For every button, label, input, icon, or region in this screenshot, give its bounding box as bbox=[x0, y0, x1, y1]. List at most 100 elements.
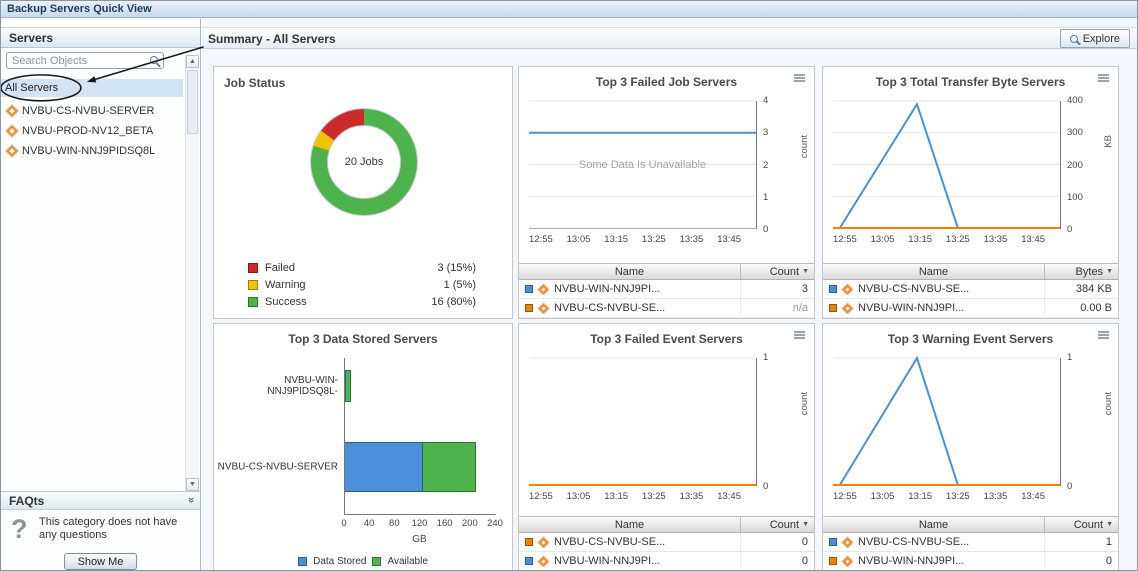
tree-item-server[interactable]: NVBU-WIN-NNJ9PIDSQ8L bbox=[1, 141, 183, 160]
scroll-up-icon[interactable]: ▲ bbox=[186, 55, 199, 68]
server-name: NVBU-WIN-NNJ9PI... bbox=[554, 283, 661, 295]
server-name: NVBU-WIN-NNJ9PI... bbox=[858, 555, 965, 567]
available-segment bbox=[422, 442, 477, 492]
scroll-down-icon[interactable]: ▼ bbox=[186, 478, 199, 491]
search-input[interactable] bbox=[6, 52, 164, 69]
column-header-name[interactable]: Name bbox=[918, 518, 949, 531]
column-header-name[interactable]: Name bbox=[614, 518, 645, 531]
metric-value: 3 bbox=[740, 280, 814, 298]
data-stored-bar-chart: NVBU-WIN-NNJ9PIDSQ8L- NVBU-CS-NVBU-SERVE… bbox=[214, 352, 512, 570]
chart-options-icon[interactable] bbox=[1098, 74, 1110, 83]
chart-options-icon[interactable] bbox=[794, 331, 806, 340]
y-axis-unit: count bbox=[799, 392, 810, 416]
server-icon bbox=[538, 303, 549, 313]
faqts-header[interactable]: FAQts » bbox=[1, 491, 200, 510]
server-name: NVBU-CS-NVBU-SE... bbox=[858, 283, 970, 295]
y-axis-labels: 400 300 200 100 0 bbox=[1067, 95, 1083, 235]
bar-category-label: NVBU-WIN-NNJ9PIDSQ8L- bbox=[267, 375, 338, 397]
server-name: NVBU-WIN-NNJ9PI... bbox=[554, 555, 661, 567]
tree-item-all-servers[interactable]: All Servers bbox=[1, 79, 183, 97]
server-icon bbox=[842, 303, 853, 313]
series-color-swatch bbox=[525, 538, 533, 546]
column-header-count[interactable]: Count ▼ bbox=[740, 517, 814, 532]
metric-value: 0 bbox=[740, 533, 814, 551]
legend-swatch-data-stored bbox=[298, 557, 308, 566]
metric-value: 384 KB bbox=[1044, 280, 1118, 298]
panel-transfer-byte-servers: Top 3 Total Transfer Byte Servers 400 300… bbox=[822, 66, 1119, 319]
donut-center-label: 20 Jobs bbox=[344, 156, 384, 168]
chart-options-icon[interactable] bbox=[794, 74, 806, 83]
table-row[interactable]: NVBU-CS-NVBU-SE... 384 KB bbox=[823, 280, 1118, 299]
metric-value: 1 bbox=[1044, 533, 1118, 551]
legend-label: Warning bbox=[265, 278, 306, 291]
legend-swatch-warning bbox=[248, 279, 258, 290]
plot-area bbox=[833, 358, 1061, 486]
panel-data-stored-servers: Top 3 Data Stored Servers NVBU-WIN-NNJ9P… bbox=[213, 323, 513, 570]
sort-desc-icon: ▼ bbox=[802, 268, 809, 275]
metric-value: 0 bbox=[1044, 552, 1118, 570]
series-color-swatch bbox=[525, 285, 533, 293]
legend-row: Failed 3 (15%) bbox=[248, 259, 476, 276]
legend-value: 3 (15%) bbox=[437, 261, 476, 274]
plot-area bbox=[529, 358, 757, 486]
table-header: Name Bytes ▼ bbox=[823, 263, 1118, 280]
server-icon bbox=[842, 556, 853, 566]
scrollbar-thumb[interactable] bbox=[187, 70, 198, 134]
server-name: NVBU-CS-NVBU-SE... bbox=[554, 302, 666, 314]
legend-label: Success bbox=[265, 295, 307, 308]
main-area: Summary - All Servers Explore Job Status… bbox=[202, 19, 1137, 570]
tree-item-server[interactable]: NVBU-CS-NVBU-SERVER bbox=[1, 101, 183, 120]
legend-label: Available bbox=[387, 556, 428, 567]
server-icon bbox=[842, 284, 853, 294]
bar-row: NVBU-CS-NVBU-SERVER bbox=[214, 442, 512, 492]
x-axis-labels: 12:55 13:05 13:15 13:25 13:35 13:45 bbox=[529, 491, 741, 502]
top3-table: Name Count ▼ NVBU-CS-NVBU-SE... 0 bbox=[519, 516, 814, 570]
x-axis-line bbox=[344, 514, 496, 515]
plot-area bbox=[833, 101, 1061, 229]
top3-table: Name Count ▼ NVBU-CS-NVBU-SE... 1 bbox=[823, 516, 1118, 570]
column-header-count[interactable]: Count ▼ bbox=[1044, 517, 1118, 532]
data-stored-segment bbox=[344, 442, 423, 492]
plot-area: Some Data Is Unavailable bbox=[529, 101, 757, 229]
column-header-count[interactable]: Count ▼ bbox=[740, 264, 814, 279]
explore-icon bbox=[1069, 34, 1078, 43]
stacked-bar[interactable] bbox=[344, 370, 495, 402]
y-axis-unit: KB bbox=[1103, 135, 1114, 148]
job-status-donut-chart[interactable]: 20 Jobs bbox=[311, 109, 417, 215]
server-icon bbox=[6, 124, 18, 137]
stacked-bar[interactable] bbox=[344, 442, 495, 492]
table-row[interactable]: NVBU-WIN-NNJ9PI... 0 bbox=[823, 552, 1118, 570]
collapse-chevron-icon[interactable]: » bbox=[184, 496, 197, 504]
table-row[interactable]: NVBU-WIN-NNJ9PI... 0 bbox=[519, 552, 814, 570]
show-me-button[interactable]: Show Me bbox=[63, 553, 138, 570]
y-axis-unit: count bbox=[799, 135, 810, 159]
sort-desc-icon: ▼ bbox=[802, 521, 809, 528]
column-header-bytes[interactable]: Bytes ▼ bbox=[1044, 264, 1118, 279]
page-title: Summary - All Servers bbox=[208, 32, 336, 46]
x-axis-labels: 12:55 13:05 13:15 13:25 13:35 13:45 bbox=[833, 491, 1045, 502]
server-icon bbox=[6, 104, 18, 117]
x-axis-labels: 12:55 13:05 13:15 13:25 13:35 13:45 bbox=[833, 234, 1045, 245]
search-box bbox=[6, 52, 164, 70]
table-row[interactable]: NVBU-CS-NVBU-SE... 0 bbox=[519, 533, 814, 552]
chart-options-icon[interactable] bbox=[1098, 331, 1110, 340]
sidebar-scrollbar[interactable]: ▲ ▼ bbox=[185, 55, 199, 491]
column-header-name[interactable]: Name bbox=[614, 265, 645, 278]
transfer-bytes-line-chart: 400 300 200 100 0 KB 12:55 13:05 13:15 13:25 13:… bbox=[831, 95, 1114, 247]
column-header-name[interactable]: Name bbox=[918, 265, 949, 278]
tree-item-server[interactable]: NVBU-PROD-NV12_BETA bbox=[1, 121, 183, 140]
table-row[interactable]: NVBU-WIN-NNJ9PI... 0.00 B bbox=[823, 299, 1118, 318]
table-row[interactable]: NVBU-WIN-NNJ9PI... 3 bbox=[519, 280, 814, 299]
bar-category-label: NVBU-CS-NVBU-SERVER bbox=[217, 461, 338, 473]
faqts-body: ? This category does not have any questi… bbox=[1, 510, 200, 570]
table-row[interactable]: NVBU-CS-NVBU-SE... 1 bbox=[823, 533, 1118, 552]
legend-value: 1 (5%) bbox=[443, 278, 476, 291]
search-icon[interactable] bbox=[150, 56, 158, 64]
x-axis-labels: 0 40 80 120 160 200 240 bbox=[341, 518, 503, 529]
table-row[interactable]: NVBU-CS-NVBU-SE... n/a bbox=[519, 299, 814, 318]
explore-button[interactable]: Explore bbox=[1059, 29, 1130, 48]
